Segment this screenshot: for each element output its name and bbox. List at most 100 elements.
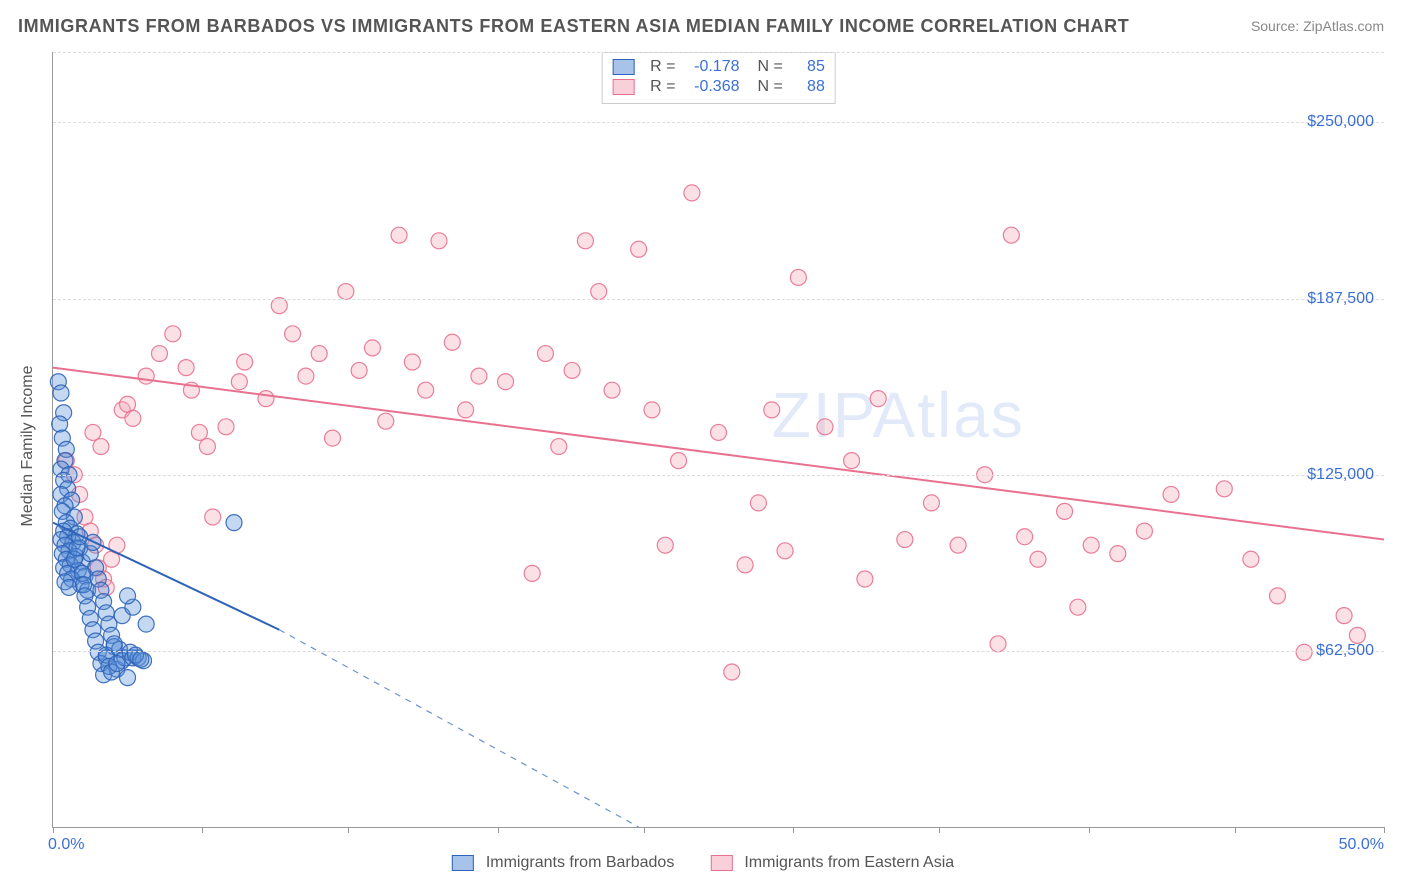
data-point [125,410,141,426]
data-point [1110,546,1126,562]
data-point [1083,537,1099,553]
x-tick [498,827,499,833]
data-point [471,368,487,384]
x-axis-max-label: 50.0% [1339,836,1384,854]
stats-row-1: R =-0.178 N =85 [612,57,825,77]
y-axis-label: Median Family Income [19,366,37,527]
data-point [351,362,367,378]
data-point [52,416,68,432]
data-point [165,326,181,342]
data-point [737,557,753,573]
data-point [777,543,793,559]
x-tick [793,827,794,833]
data-point [72,529,88,545]
r-value-2: -0.368 [688,77,740,97]
data-point [990,636,1006,652]
data-point [218,419,234,435]
n-value-2: 88 [795,77,825,97]
data-point [524,565,540,581]
x-tick [1235,827,1236,833]
data-point [53,385,69,401]
legend-label-1: Immigrants from Barbados [486,854,675,872]
data-point [205,509,221,525]
data-point [671,453,687,469]
data-point [498,374,514,390]
gridline [53,122,1384,123]
plot-area: ZIPAtlas R =-0.178 N =85 R =-0.368 N =88… [52,52,1384,828]
x-tick [53,827,54,833]
swatch-series-2 [612,79,634,95]
data-point [199,439,215,455]
data-point [120,588,136,604]
data-point [1243,551,1259,567]
data-point [191,424,207,440]
data-point [378,413,394,429]
data-point [138,368,154,384]
data-point [537,346,553,362]
data-point [1336,608,1352,624]
data-point [285,326,301,342]
data-point [1070,599,1086,615]
x-tick [939,827,940,833]
data-point [364,340,380,356]
data-point [657,537,673,553]
data-point [564,362,580,378]
legend-swatch-1 [452,855,474,871]
data-point [151,346,167,362]
data-point [258,391,274,407]
data-point [577,233,593,249]
stats-legend-box: R =-0.178 N =85 R =-0.368 N =88 [601,52,836,104]
gridline [53,299,1384,300]
plot-svg [53,52,1384,827]
data-point [750,495,766,511]
trend-line [53,368,1384,540]
data-point [591,284,607,300]
data-point [790,269,806,285]
y-tick-label: $125,000 [1307,466,1374,484]
data-point [1216,481,1232,497]
data-point [923,495,939,511]
chart-title: IMMIGRANTS FROM BARBADOS VS IMMIGRANTS F… [18,16,1129,37]
source-label: Source: ZipAtlas.com [1251,18,1384,34]
data-point [1017,529,1033,545]
x-tick [1089,827,1090,833]
legend-label-2: Immigrants from Eastern Asia [744,854,954,872]
data-point [724,664,740,680]
legend-swatch-2 [710,855,732,871]
data-point [231,374,247,390]
legend-item-1: Immigrants from Barbados [452,854,675,872]
data-point [404,354,420,370]
gridline [53,52,1384,53]
x-tick [348,827,349,833]
data-point [950,537,966,553]
data-point [844,453,860,469]
trend-line-dashed [279,630,638,827]
y-axis-area: Median Family Income [10,0,50,892]
data-point [338,284,354,300]
data-point [298,368,314,384]
data-point [711,424,727,440]
data-point [857,571,873,587]
data-point [418,382,434,398]
data-point [684,185,700,201]
y-tick-label: $250,000 [1307,113,1374,131]
data-point [138,616,154,632]
data-point [1296,644,1312,660]
data-point [458,402,474,418]
data-point [764,402,780,418]
y-tick-label: $62,500 [1316,642,1374,660]
x-tick [644,827,645,833]
data-point [85,424,101,440]
data-point [817,419,833,435]
x-tick [202,827,203,833]
data-point [1057,503,1073,519]
x-axis-min-label: 0.0% [48,836,84,854]
stats-row-2: R =-0.368 N =88 [612,77,825,97]
data-point [391,227,407,243]
data-point [897,532,913,548]
data-point [431,233,447,249]
data-point [1030,551,1046,567]
data-point [444,334,460,350]
gridline [53,651,1384,652]
r-value-1: -0.178 [688,57,740,77]
